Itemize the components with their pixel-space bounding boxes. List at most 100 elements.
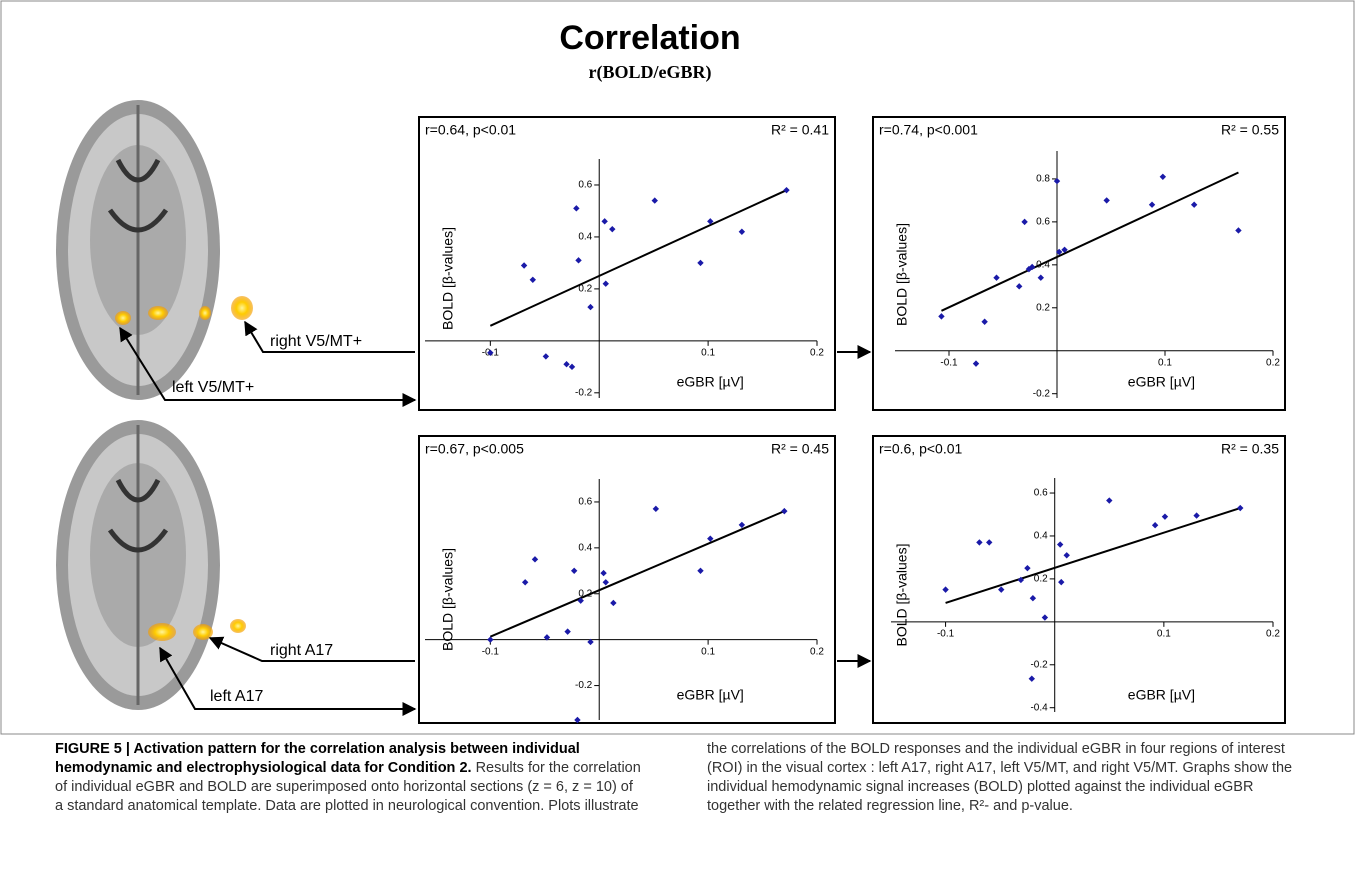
- data-point: [697, 568, 703, 574]
- figure: Correlation r(BOLD/eGBR) right V5/MT+ le…: [0, 0, 1355, 735]
- y-tick-label: 0.6: [578, 497, 592, 508]
- stat-annotation: r=0.74, p<0.001: [879, 122, 978, 138]
- data-point: [600, 570, 606, 576]
- data-point: [569, 364, 575, 370]
- y-tick-label: 0.6: [1034, 488, 1048, 499]
- regression-line: [490, 190, 786, 326]
- y-axis-label: BOLD [β-values]: [894, 223, 910, 326]
- data-point: [487, 636, 493, 642]
- y-axis-label: BOLD [β-values]: [440, 227, 456, 330]
- data-point: [573, 205, 579, 211]
- y-tick-label: -0.2: [575, 387, 593, 398]
- data-point: [1064, 552, 1070, 558]
- r-squared: R² = 0.55: [1221, 122, 1279, 138]
- y-tick-label: 0.8: [1036, 174, 1050, 185]
- x-tick-label: 0.1: [701, 646, 715, 657]
- data-point: [521, 262, 527, 268]
- data-point: [783, 187, 789, 193]
- data-point: [522, 579, 528, 585]
- data-point: [575, 257, 581, 263]
- region-label: right V5/MT+: [270, 333, 362, 350]
- data-point: [981, 319, 987, 325]
- data-point: [1021, 219, 1027, 225]
- data-point: [1024, 565, 1030, 571]
- data-point: [1160, 174, 1166, 180]
- data-point: [1029, 676, 1035, 682]
- y-tick-label: 0.4: [1034, 531, 1048, 542]
- regression-line: [490, 511, 784, 637]
- regression-line: [946, 508, 1241, 603]
- x-axis-label: eGBR [µV]: [677, 374, 744, 390]
- x-axis-label: eGBR [µV]: [1128, 687, 1195, 703]
- x-axis-label: eGBR [µV]: [1128, 374, 1195, 390]
- data-point: [1103, 197, 1109, 203]
- data-point: [986, 539, 992, 545]
- stat-annotation: r=0.6, p<0.01: [879, 441, 963, 457]
- x-tick-label: -0.1: [482, 646, 500, 657]
- y-tick-label: 0.2: [1034, 574, 1048, 585]
- data-point: [1237, 505, 1243, 511]
- data-point: [1235, 227, 1241, 233]
- r-squared: R² = 0.45: [771, 441, 829, 457]
- data-point: [652, 197, 658, 203]
- data-point: [1038, 275, 1044, 281]
- stat-annotation: r=0.67, p<0.005: [425, 441, 524, 457]
- y-tick-label: 0.4: [578, 232, 592, 243]
- data-point: [739, 229, 745, 235]
- x-tick-label: -0.1: [940, 357, 958, 368]
- y-tick-label: -0.2: [1030, 659, 1048, 670]
- data-point: [653, 506, 659, 512]
- panel-frame: [873, 117, 1285, 410]
- data-point: [998, 586, 1004, 592]
- x-tick-label: 0.1: [1158, 357, 1172, 368]
- panel-frame: [419, 436, 835, 723]
- stat-annotation: r=0.64, p<0.01: [425, 122, 516, 138]
- x-tick-label: -0.1: [937, 628, 955, 639]
- r-squared: R² = 0.35: [1221, 441, 1279, 457]
- y-tick-label: 0.6: [578, 180, 592, 191]
- data-point: [976, 539, 982, 545]
- page: Correlation r(BOLD/eGBR) right V5/MT+ le…: [0, 0, 1355, 891]
- figure-subtitle: r(BOLD/eGBR): [589, 62, 712, 83]
- x-tick-label: 0.1: [701, 347, 715, 358]
- data-point: [610, 600, 616, 606]
- data-point: [1162, 513, 1168, 519]
- caption: FIGURE 5 | Activation pattern for the co…: [55, 740, 1295, 816]
- data-point: [781, 508, 787, 514]
- data-point: [1191, 201, 1197, 207]
- data-point: [1030, 595, 1036, 601]
- y-tick-label: -0.2: [1033, 388, 1051, 399]
- r-squared: R² = 0.41: [771, 122, 829, 138]
- y-tick-label: 0.6: [1036, 217, 1050, 228]
- x-tick-label: 0.2: [1266, 357, 1280, 368]
- region-label: left A17: [210, 688, 263, 705]
- y-axis-label: BOLD [β-values]: [894, 544, 910, 647]
- y-tick-label: 0.2: [1036, 302, 1050, 313]
- y-axis-label: BOLD [β-values]: [440, 548, 456, 651]
- data-point: [543, 353, 549, 359]
- x-tick-label: 0.2: [1266, 628, 1280, 639]
- data-point: [697, 260, 703, 266]
- x-tick-label: 0.1: [1157, 628, 1171, 639]
- data-point: [1106, 497, 1112, 503]
- data-point: [938, 313, 944, 319]
- y-tick-label: 0.4: [578, 542, 592, 553]
- data-point: [564, 628, 570, 634]
- y-tick-label: -0.4: [1030, 702, 1048, 713]
- regression-line: [941, 172, 1238, 310]
- data-point: [1016, 283, 1022, 289]
- data-point: [603, 280, 609, 286]
- data-point: [739, 522, 745, 528]
- data-point: [1152, 522, 1158, 528]
- data-point: [601, 218, 607, 224]
- region-label: left V5/MT+: [172, 379, 254, 396]
- data-point: [530, 277, 536, 283]
- y-tick-label: -0.2: [575, 680, 593, 691]
- x-tick-label: 0.2: [810, 646, 824, 657]
- data-point: [1042, 614, 1048, 620]
- figure-title: Correlation: [559, 19, 740, 57]
- data-point: [563, 361, 569, 367]
- data-point: [942, 586, 948, 592]
- data-point: [587, 304, 593, 310]
- data-point: [603, 579, 609, 585]
